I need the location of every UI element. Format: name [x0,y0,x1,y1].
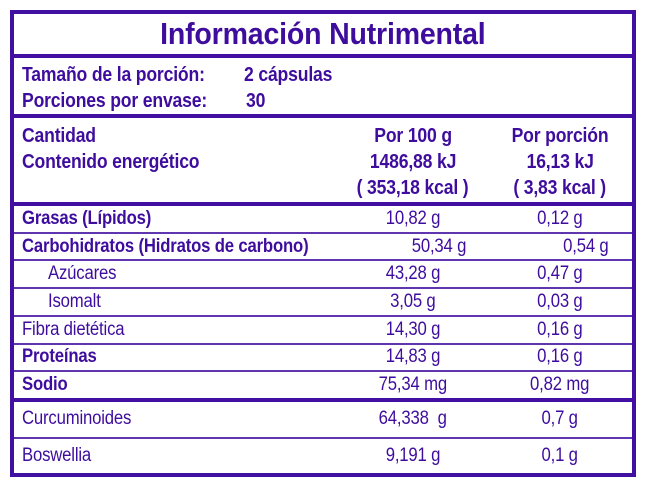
per-portion-column-header: Por porción 16,13 kJ ( 3,83 kcal ) [504,123,616,201]
label-border-box: Información Nutrimental Tamaño de la por… [10,10,636,477]
nutrient-row-curcuminoides: Curcuminoides 64,338 g 0,7 g [14,402,632,437]
energy-content-header: Contenido energético [22,151,200,173]
per-portion-value: 0,54 g [562,235,609,257]
per-portion-title: Por porción [511,125,609,147]
per-100g-value: 10,82 g [385,207,441,229]
per-100g-value: 75,34 mg [378,374,448,396]
per-portion-value: 0,12 g [537,207,583,229]
nutrient-row-grasas: Grasas (Lípidos) 10,82 g 0,12 g [14,206,632,232]
nutrient-label: Azúcares [48,263,117,285]
nutrient-row-proteinas: Proteínas 14,83 g 0,16 g [14,342,632,371]
per-portion-energy-kcal: ( 3,83 kcal ) [513,177,607,199]
nutrient-label: Isomalt [48,291,101,313]
nutrient-row-fibra: Fibra dietética 14,30 g 0,16 g [14,314,632,343]
per-100g-column-header: Por 100 g 1486,88 kJ ( 353,18 kcal ) [322,123,504,201]
nutrient-label: Grasas (Lípidos) [22,207,152,229]
serving-size-line: Tamaño de la porción: 2 cápsulas [22,62,624,88]
per-100g-energy-kj: 1486,88 kJ [369,151,457,173]
per-100g-value: 43,28 g [385,263,441,285]
nutrient-row-boswellia: Boswellia 9,191 g 0,1 g [14,436,632,474]
nutrient-label: Carbohidratos (Hidratos de carbono) [22,235,309,257]
nutrient-label: Curcuminoides [22,408,132,430]
per-100g-value: 14,83 g [385,346,441,368]
per-100g-title: Por 100 g [374,125,452,147]
nutrient-label: Proteínas [22,346,97,368]
nutrient-label: Fibra dietética [22,318,125,340]
per-100g-value: 9,191 g [385,444,441,466]
energy-header-left-column: Cantidad Contenido energético [22,123,322,175]
serving-size-label: Tamaño de la porción: [22,64,205,86]
energy-header-section: Cantidad Contenido energético Por 100 g … [14,118,632,206]
botanicals-section: Curcuminoides 64,338 g 0,7 g Boswellia 9… [14,402,632,473]
per-100g-value: 3,05 g [390,291,436,313]
serving-section: Tamaño de la porción: 2 cápsulas Porcione… [14,58,632,118]
servings-per-container-value: 30 [246,90,266,112]
label-title: Información Nutrimental [160,16,486,51]
serving-size-value: 2 cápsulas [243,64,332,86]
per-portion-value: 0,16 g [537,346,583,368]
nutrient-row-sodio: Sodio 75,34 mg 0,82 mg [14,370,632,398]
per-portion-value: 0,03 g [537,291,583,313]
nutrient-row-isomalt: Isomalt 3,05 g 0,03 g [14,287,632,315]
per-100g-value: 50,34 g [411,235,466,257]
label-title-section: Información Nutrimental [14,14,632,58]
per-portion-energy-kj: 16,13 kJ [526,151,594,173]
per-portion-value: 0,1 g [541,444,579,466]
per-portion-value: 0,7 g [541,408,579,430]
per-100g-energy-kcal: ( 353,18 kcal ) [357,177,469,199]
nutrients-section: Grasas (Lípidos) 10,82 g 0,12 g Carbohid… [14,206,632,402]
amount-header: Cantidad [22,125,96,147]
per-portion-value: 0,47 g [537,263,583,285]
servings-per-container-label: Porciones por envase: [22,90,208,112]
nutrient-label: Boswellia [22,444,92,466]
servings-per-container-line: Porciones por envase: 30 [22,88,624,114]
nutrient-row-carbohidratos: Carbohidratos (Hidratos de carbono) 50,3… [14,231,632,260]
per-portion-value: 0,16 g [537,318,583,340]
per-100g-value: 14,30 g [385,318,441,340]
nutrient-label: Sodio [22,374,68,396]
per-portion-value: 0,82 mg [530,374,590,396]
nutrient-row-azucares: Azúcares 43,28 g 0,47 g [14,259,632,287]
per-100g-value: 64,338 g [378,408,448,430]
